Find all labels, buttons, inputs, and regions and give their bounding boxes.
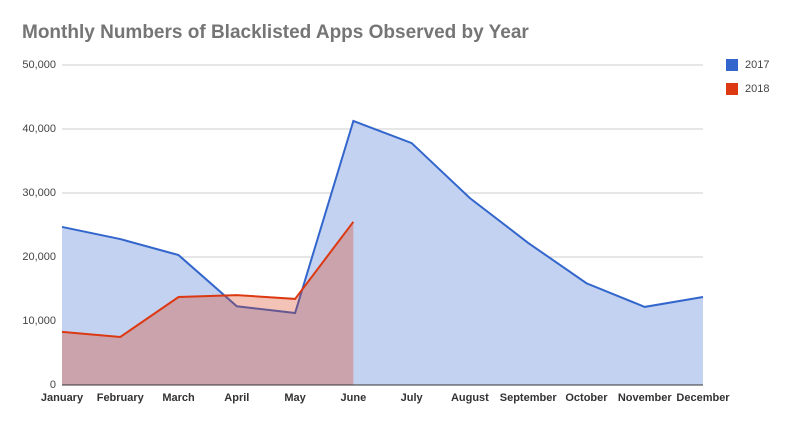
legend-swatch	[726, 83, 738, 95]
y-tick-label: 50,000	[22, 59, 56, 71]
y-tick-label: 30,000	[22, 187, 56, 199]
line	[61, 221, 355, 339]
y-tick-label: 40,000	[22, 123, 56, 135]
x-tick-label: April	[224, 392, 249, 404]
x-tick-label: July	[401, 392, 424, 404]
chart-title: Monthly Numbers of Blacklisted Apps Obse…	[22, 22, 529, 43]
y-tick-label: 10,000	[22, 315, 56, 327]
x-tick-label: June	[341, 392, 367, 404]
area	[62, 121, 703, 385]
y-tick-label: 20,000	[22, 251, 56, 263]
x-tick-label: May	[284, 392, 306, 404]
x-tick-label: January	[41, 392, 84, 404]
x-tick-label: October	[565, 392, 608, 404]
area	[62, 221, 354, 385]
y-tick-label: 0	[50, 379, 56, 391]
x-tick-label: December	[676, 392, 730, 404]
x-tick-label: September	[500, 392, 558, 404]
x-tick-label: February	[97, 392, 145, 404]
legend-swatch	[726, 59, 738, 71]
legend-label: 2017	[745, 59, 769, 71]
x-tick-label: November	[618, 392, 673, 404]
x-tick-label: August	[451, 392, 489, 404]
line	[61, 119, 704, 315]
legend-label: 2018	[745, 83, 769, 95]
x-tick-label: March	[162, 392, 195, 404]
